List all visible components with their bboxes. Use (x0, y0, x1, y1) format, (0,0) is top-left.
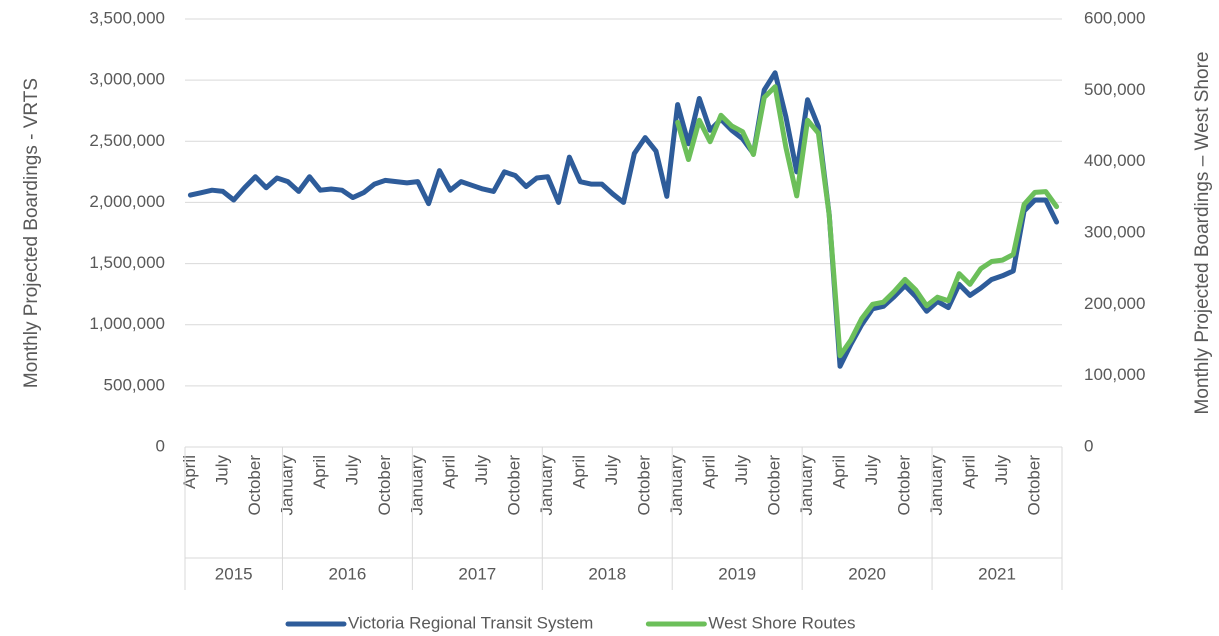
legend-label: West Shore Routes (708, 613, 855, 632)
y-tick-label: 500,000 (104, 375, 165, 394)
x-tick-label: July (472, 455, 491, 486)
x-tick-label: October (635, 455, 654, 516)
y2-tick-label: 600,000 (1084, 8, 1145, 27)
y-tick-label: 0 (156, 436, 165, 455)
y2-axis-label: Monthly Projected Boardings – West Shore (1192, 52, 1213, 415)
x-tick-label: January (407, 455, 426, 516)
x-tick-label: July (342, 455, 361, 486)
y2-tick-label: 200,000 (1084, 294, 1145, 313)
x-tick-label: April (310, 455, 329, 489)
y2-tick-label: 400,000 (1084, 151, 1145, 170)
y-axis-label: Monthly Projected Boardings - VRTS (21, 78, 42, 388)
year-label: 2018 (588, 564, 626, 583)
y2-tick-label: 300,000 (1084, 222, 1145, 241)
y-tick-label: 2,500,000 (89, 131, 165, 150)
year-label: 2020 (848, 564, 886, 583)
y2-tick-label: 100,000 (1084, 365, 1145, 384)
y-tick-label: 3,500,000 (89, 8, 165, 27)
year-label: 2017 (458, 564, 496, 583)
x-tick-label: January (537, 455, 556, 516)
x-tick-label: April (570, 455, 589, 489)
y2-tick-label: 500,000 (1084, 80, 1145, 99)
x-tick-label: October (245, 455, 264, 516)
year-label: 2021 (978, 564, 1016, 583)
y2-tick-label: 0 (1084, 436, 1093, 455)
x-tick-label: July (602, 455, 621, 486)
legend-label: Victoria Regional Transit System (348, 613, 593, 632)
x-tick-label: April (830, 455, 849, 489)
series-line (675, 84, 1060, 359)
x-tick-label: April (700, 455, 719, 489)
x-tick-label: July (992, 455, 1011, 486)
x-tick-label: January (927, 455, 946, 516)
year-label: 2015 (215, 564, 253, 583)
x-tick-label: July (862, 455, 881, 486)
year-label: 2016 (328, 564, 366, 583)
y-tick-label: 1,500,000 (89, 253, 165, 272)
y-tick-label: 3,000,000 (89, 70, 165, 89)
x-tick-label: October (505, 455, 524, 516)
x-tick-label: October (894, 455, 913, 516)
y-tick-label: 1,000,000 (89, 314, 165, 333)
x-tick-label: July (732, 455, 751, 486)
x-tick-label: April (959, 455, 978, 489)
x-tick-label: July (212, 455, 231, 486)
x-tick-label: October (1024, 455, 1043, 516)
x-tick-label: October (375, 455, 394, 516)
x-tick-label: April (180, 455, 199, 489)
x-tick-label: January (667, 455, 686, 516)
series-line (187, 70, 1060, 369)
x-tick-label: October (765, 455, 784, 516)
x-tick-label: April (440, 455, 459, 489)
y-tick-label: 2,000,000 (89, 192, 165, 211)
year-label: 2019 (718, 564, 756, 583)
x-tick-label: January (277, 455, 296, 516)
x-tick-label: January (797, 455, 816, 516)
